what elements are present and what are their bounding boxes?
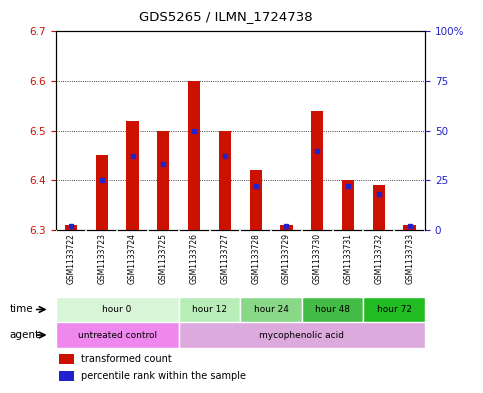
Text: GSM1133732: GSM1133732 [374, 233, 384, 284]
Text: GSM1133723: GSM1133723 [97, 233, 106, 284]
Bar [179, 297, 240, 322]
Bar [250, 170, 262, 230]
Text: GSM1133729: GSM1133729 [282, 233, 291, 284]
Bar [219, 130, 231, 230]
Bar [364, 297, 425, 322]
Text: hour 12: hour 12 [192, 305, 227, 314]
Bar [179, 322, 425, 348]
Text: GSM1133731: GSM1133731 [343, 233, 353, 284]
Text: GSM1133728: GSM1133728 [251, 233, 260, 284]
Text: GSM1133726: GSM1133726 [190, 233, 199, 284]
Bar [96, 156, 108, 230]
Text: GSM1133725: GSM1133725 [159, 233, 168, 284]
Text: agent: agent [10, 330, 40, 340]
Bar [241, 297, 302, 322]
Bar [59, 371, 74, 381]
Text: GSM1133722: GSM1133722 [67, 233, 75, 284]
Bar [65, 225, 77, 230]
Bar [302, 297, 364, 322]
Bar [280, 225, 293, 230]
Text: GSM1133727: GSM1133727 [220, 233, 229, 284]
Bar [56, 322, 179, 348]
Bar [373, 185, 385, 230]
Text: time: time [10, 305, 33, 314]
Text: GDS5265 / ILMN_1724738: GDS5265 / ILMN_1724738 [139, 10, 313, 23]
Text: GSM1133733: GSM1133733 [405, 233, 414, 285]
Text: transformed count: transformed count [82, 354, 172, 364]
Bar [56, 297, 179, 322]
Bar [342, 180, 354, 230]
Bar [59, 354, 74, 364]
Text: GSM1133724: GSM1133724 [128, 233, 137, 284]
Text: hour 48: hour 48 [315, 305, 350, 314]
Text: untreated control: untreated control [78, 331, 156, 340]
Bar [157, 130, 170, 230]
Text: GSM1133730: GSM1133730 [313, 233, 322, 285]
Bar [188, 81, 200, 230]
Text: percentile rank within the sample: percentile rank within the sample [82, 371, 246, 381]
Text: hour 24: hour 24 [254, 305, 288, 314]
Text: mycophenolic acid: mycophenolic acid [259, 331, 344, 340]
Bar [127, 121, 139, 230]
Bar [403, 225, 416, 230]
Bar [311, 111, 324, 230]
Text: hour 0: hour 0 [102, 305, 132, 314]
Text: hour 72: hour 72 [377, 305, 412, 314]
